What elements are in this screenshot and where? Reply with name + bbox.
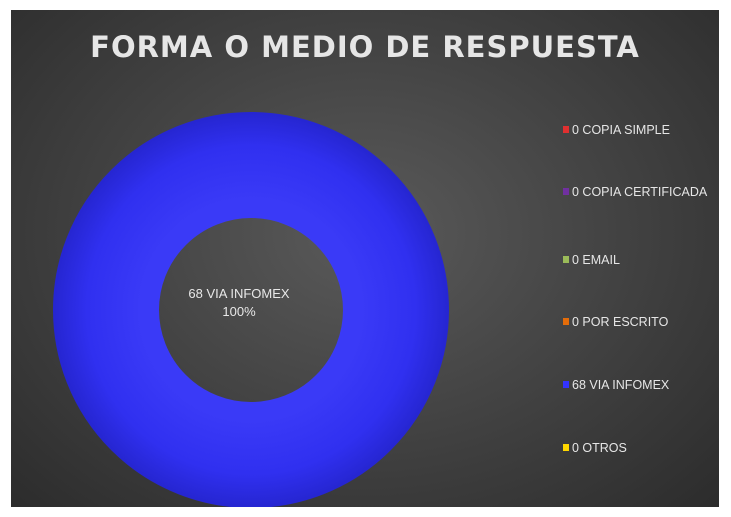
legend-item-copia-simple: 0 COPIA SIMPLE [563, 122, 713, 138]
legend-label-email: 0 EMAIL [572, 253, 620, 267]
legend-item-via-infomex: 68 VIA INFOMEX [563, 377, 713, 393]
legend-swatch-via-infomex [563, 381, 569, 388]
legend-swatch-por-escrito [563, 318, 569, 325]
legend-label-copia-simple: 0 COPIA SIMPLE [572, 123, 670, 137]
legend-swatch-otros [563, 444, 569, 451]
legend-item-email: 0 EMAIL [563, 252, 713, 268]
donut-slice-via-infomex [53, 112, 449, 507]
legend-swatch-email [563, 256, 569, 263]
legend-label-por-escrito: 0 POR ESCRITO [572, 315, 669, 329]
chart-area: FORMA O MEDIO DE RESPUESTA 68 VIA INFOME… [11, 10, 719, 507]
legend-item-por-escrito: 0 POR ESCRITO [563, 314, 713, 330]
legend-item-copia-certificada: 0 COPIA CERTIFICADA [563, 184, 713, 200]
legend-label-copia-certificada: 0 COPIA CERTIFICADA [572, 185, 708, 199]
legend-item-otros: 0 OTROS [563, 440, 713, 456]
legend-label-otros: 0 OTROS [572, 441, 627, 455]
center-label-category: 68 VIA INFOMEX [188, 286, 289, 301]
legend-label-via-infomex: 68 VIA INFOMEX [572, 378, 670, 392]
legend-swatch-copia-certificada [563, 188, 569, 195]
chart-title: FORMA O MEDIO DE RESPUESTA [90, 30, 640, 64]
donut-chart: 68 VIA INFOMEX 100% [53, 112, 449, 507]
legend-swatch-copia-simple [563, 126, 569, 133]
center-label-percent: 100% [222, 304, 256, 319]
